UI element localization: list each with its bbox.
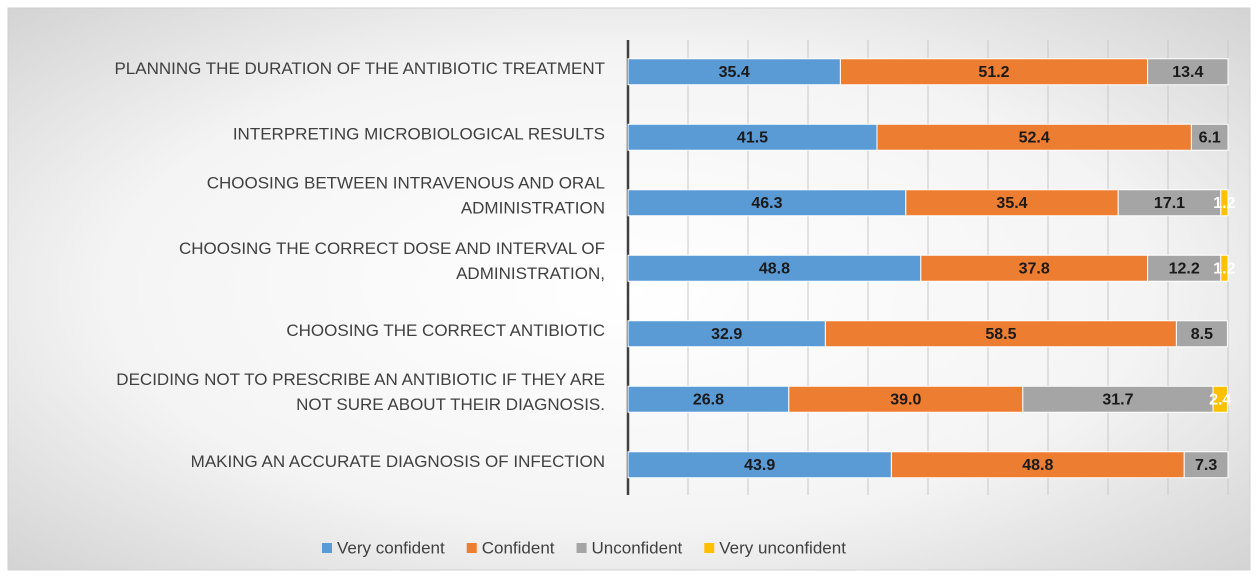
bar-segment <box>1175 320 1228 348</box>
bar-segment <box>839 58 1149 86</box>
bar-segment <box>788 385 1024 413</box>
legend-label: Very confident <box>337 538 445 557</box>
category-label: CHOOSING BETWEEN INTRAVENOUS AND ORAL ADM… <box>207 174 605 218</box>
data-label: 17.1 <box>1154 195 1185 212</box>
category-label: MAKING AN ACCURATE DIAGNOSIS OF INFECTIO… <box>191 452 605 471</box>
legend-swatch <box>466 543 477 553</box>
legend-label: Very unconfident <box>719 538 846 557</box>
data-label: 35.4 <box>996 195 1027 212</box>
bar-segment <box>890 451 1185 479</box>
legend-label: Unconfident <box>592 538 683 557</box>
data-label: 41.5 <box>737 129 768 146</box>
data-label: 48.8 <box>759 260 790 277</box>
bar-segment <box>1183 451 1229 479</box>
bar-segment <box>1220 254 1229 282</box>
category-label: DECIDING NOT TO PRESCRIBE AN ANTIBIOTIC … <box>116 370 605 414</box>
data-label: 31.7 <box>1102 391 1133 408</box>
bar-segment <box>627 123 878 151</box>
category-label: CHOOSING THE CORRECT ANTIBIOTIC <box>286 321 605 340</box>
data-label: 6.1 <box>1199 129 1221 146</box>
bar-segment <box>627 320 826 348</box>
category-label: INTERPRETING MICROBIOLOGICAL RESULTS <box>233 125 605 144</box>
data-label: 35.4 <box>719 64 750 81</box>
legend-label: Confident <box>482 538 555 557</box>
bar-segment <box>824 320 1177 348</box>
bar-segment <box>627 254 922 282</box>
data-label: 51.2 <box>978 64 1009 81</box>
legend-swatch <box>322 543 332 553</box>
data-label: 39.0 <box>890 391 921 408</box>
bar-segment <box>920 254 1149 282</box>
data-label: 13.4 <box>1172 64 1203 81</box>
data-label: 46.3 <box>751 195 782 212</box>
data-label: 43.9 <box>744 457 775 474</box>
bar-segment <box>1190 123 1229 151</box>
bar-segment <box>1117 189 1222 217</box>
data-label: 1.2 <box>1213 260 1235 277</box>
bar-segment <box>1220 189 1229 217</box>
bar-segment <box>1212 385 1228 413</box>
bar-segment <box>1147 58 1229 86</box>
category-label: PLANNING THE DURATION OF THE ANTIBIOTIC … <box>114 59 605 78</box>
data-label: 32.9 <box>711 326 742 343</box>
bar-segment <box>627 58 841 86</box>
data-label: 7.3 <box>1195 457 1217 474</box>
bar-segment <box>627 189 907 217</box>
data-label: 1.2 <box>1213 195 1235 212</box>
data-label: 12.2 <box>1169 260 1200 277</box>
data-label: 26.8 <box>693 391 724 408</box>
legend-swatch <box>704 543 715 553</box>
bar-segment <box>876 123 1192 151</box>
data-label: 58.5 <box>985 326 1016 343</box>
data-label: 2.4 <box>1209 391 1231 408</box>
data-label: 48.8 <box>1022 457 1053 474</box>
data-label: 8.5 <box>1191 326 1213 343</box>
bar-segment <box>1022 385 1214 413</box>
data-label: 52.4 <box>1019 129 1050 146</box>
legend-swatch <box>576 543 587 553</box>
data-label: 37.8 <box>1019 260 1050 277</box>
bar-segment <box>1147 254 1222 282</box>
bar-segment <box>905 189 1119 217</box>
bar-segment <box>627 451 892 479</box>
category-label: CHOOSING THE CORRECT DOSE AND INTERVAL O… <box>179 239 605 283</box>
